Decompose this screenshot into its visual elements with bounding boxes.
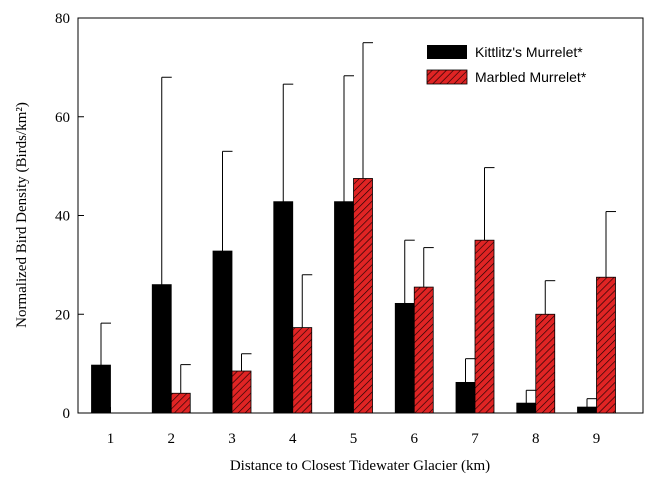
y-tick-label-80: 80 [55,11,70,27]
y-tick-label-20: 20 [55,307,70,323]
bar-kittlitz-8 [516,402,537,414]
y-axis-title: Normalized Bird Density (Birds/km²) [14,102,30,328]
bar-kittlitz-5 [334,201,354,414]
legend: Kittlitz's Murrelet* Marbled Murrelet* [426,44,587,85]
legend-label-kittlitz: Kittlitz's Murrelet* [475,44,583,60]
legend-label-marbled: Marbled Murrelet* [475,69,587,85]
x-tick-label-2: 2 [168,431,176,447]
x-tick-label-5: 5 [350,431,358,447]
bar-marbled-2 [170,392,191,414]
y-tick-label-0: 0 [63,406,71,422]
bar-marbled-5 [353,178,373,414]
x-tick-label-9: 9 [593,431,601,447]
bar-marbled-6 [413,286,434,414]
legend-swatch-marbled [426,69,468,85]
bars-group [91,178,616,414]
bar-kittlitz-6 [394,302,415,414]
x-tick-label-7: 7 [471,431,479,447]
x-tick-label-8: 8 [532,431,540,447]
bar-kittlitz-9 [577,406,597,414]
y-axis: 0 20 40 60 80 [55,11,84,422]
error-bars-group [100,42,616,408]
bar-marbled-4 [292,327,313,414]
y-tick-label-60: 60 [55,110,70,126]
bar-kittlitz-3 [212,250,233,414]
x-tick-label-4: 4 [289,431,297,447]
bar-kittlitz-1 [91,364,111,414]
y-tick-label-40: 40 [55,209,70,225]
x-tick-label-3: 3 [228,431,236,447]
x-tick-label-6: 6 [411,431,419,447]
bar-kittlitz-2 [151,284,172,414]
bar-kittlitz-7 [455,381,476,414]
bar-marbled-7 [474,239,495,414]
bar-marbled-8 [535,313,556,414]
x-axis-title: Distance to Closest Tidewater Glacier (k… [230,458,490,474]
legend-swatch-kittlitz [427,45,467,59]
bar-marbled-9 [596,276,616,414]
bar-marbled-3 [231,370,252,414]
bar-kittlitz-4 [273,201,294,414]
x-tick-label-1: 1 [107,431,115,447]
